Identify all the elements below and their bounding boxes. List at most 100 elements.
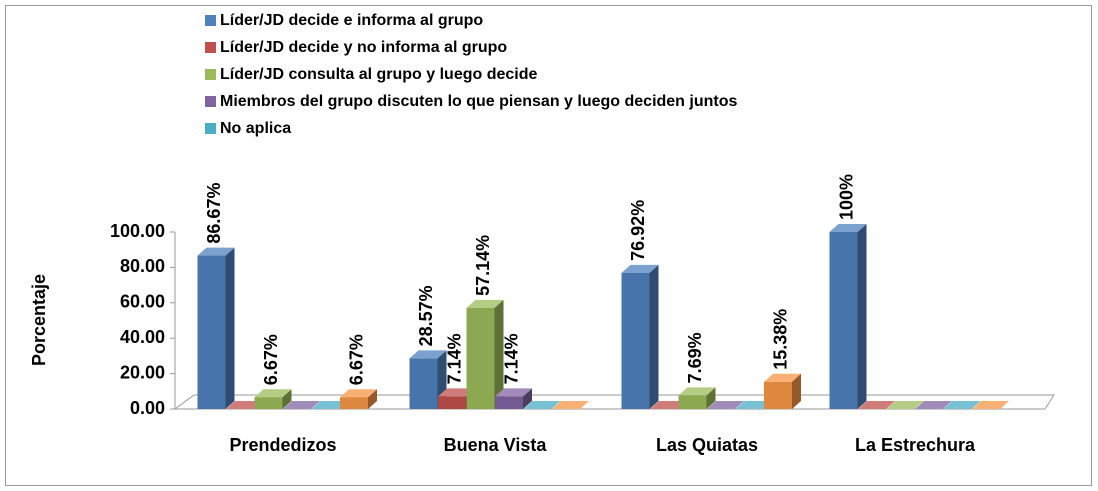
bar-front (621, 272, 650, 409)
bar (915, 401, 952, 409)
bar-top (340, 389, 377, 398)
bar-top (858, 401, 895, 409)
data-label: 7.69% (685, 332, 705, 383)
data-label: 7.14% (502, 333, 522, 384)
x-tick-label: Las Quiatas (656, 435, 758, 455)
bar-side (494, 299, 504, 409)
y-tick-label: 40.00 (120, 327, 165, 347)
bar (943, 401, 981, 409)
bar-top (495, 388, 532, 397)
data-label: 6.67% (347, 334, 367, 385)
bar-side (368, 389, 377, 409)
bar-top (972, 401, 1009, 409)
x-tick-label: Buena Vista (444, 435, 548, 455)
bar-side (225, 247, 235, 409)
bar-top (650, 401, 687, 409)
bar (466, 299, 504, 409)
legend-swatch (205, 96, 216, 107)
bar-front (678, 395, 707, 409)
bar (552, 401, 589, 409)
bar-front (495, 396, 523, 409)
y-tick-label: 0.00 (130, 398, 165, 418)
bar-top (523, 401, 561, 409)
bar-front (764, 381, 792, 409)
bar-top (466, 299, 504, 308)
bar-front (829, 232, 858, 409)
bar-top (409, 350, 447, 359)
bar-top (254, 389, 292, 398)
bar-top (678, 387, 716, 396)
data-label: 7.14% (445, 333, 465, 384)
bar-top (552, 401, 589, 409)
data-label: 86.67% (204, 183, 224, 244)
x-tick-label: La Estrechura (855, 435, 976, 455)
bar-side (857, 224, 867, 409)
bar (886, 401, 924, 409)
bar-top (886, 401, 924, 409)
y-tick-label: 100.00 (110, 221, 165, 241)
data-label: 6.67% (261, 334, 281, 385)
bar (311, 401, 349, 409)
bar-side (792, 373, 801, 409)
bar (678, 387, 716, 409)
legend-swatch (205, 69, 216, 80)
bar-front (409, 358, 438, 409)
legend-swatch (205, 123, 216, 134)
bar-top (311, 401, 349, 409)
bar-top (707, 401, 744, 409)
data-label: 15.38% (771, 309, 791, 370)
legend-label: Miembros del grupo discuten lo que piens… (220, 93, 737, 110)
bar-top (829, 224, 867, 232)
bar-front (254, 397, 283, 409)
bar (707, 401, 744, 409)
x-tick-label: Prendedizos (229, 435, 336, 455)
bar (254, 389, 292, 409)
legend-label: Líder/JD consulta al grupo y luego decid… (220, 66, 537, 83)
legend-swatch (205, 15, 216, 26)
bar-top (764, 373, 801, 382)
bar (972, 401, 1009, 409)
y-tick-label: 20.00 (120, 362, 165, 382)
bar (340, 389, 377, 409)
y-tick-label: 60.00 (120, 292, 165, 312)
chart-border (5, 5, 1092, 486)
bar-top (283, 401, 320, 409)
bar-top (735, 401, 773, 409)
legend-label: No aplica (220, 120, 291, 137)
bar (858, 401, 895, 409)
bar-top (226, 401, 263, 409)
bar (735, 401, 773, 409)
data-label: 28.57% (416, 285, 436, 346)
data-label: 76.92% (628, 200, 648, 261)
legend-swatch (205, 42, 216, 53)
bar (764, 373, 801, 409)
bar (495, 388, 532, 409)
bar-front (466, 307, 495, 409)
y-axis-label: Porcentaje (29, 274, 49, 366)
legend-label: Líder/JD decide y no informa al grupo (220, 39, 507, 56)
bar (226, 401, 263, 409)
bar (650, 401, 687, 409)
data-label: 100% (836, 174, 856, 220)
bar-front (197, 255, 226, 409)
bar-front (340, 397, 368, 409)
bar-front (438, 396, 466, 409)
bar (197, 247, 235, 409)
bar (621, 264, 659, 409)
bar-side (706, 387, 716, 409)
bar (523, 401, 561, 409)
legend-label: Líder/JD decide e informa al grupo (220, 12, 483, 29)
bar-top (943, 401, 981, 409)
bar-top (197, 247, 235, 256)
bar-side (523, 388, 532, 409)
bar (409, 350, 447, 409)
bar-top (621, 264, 659, 273)
y-tick-label: 80.00 (120, 256, 165, 276)
bar (829, 224, 867, 409)
data-label: 57.14% (473, 235, 493, 296)
bar-top (915, 401, 952, 409)
bar (283, 401, 320, 409)
bar-side (282, 389, 292, 409)
bar-top (438, 388, 475, 397)
